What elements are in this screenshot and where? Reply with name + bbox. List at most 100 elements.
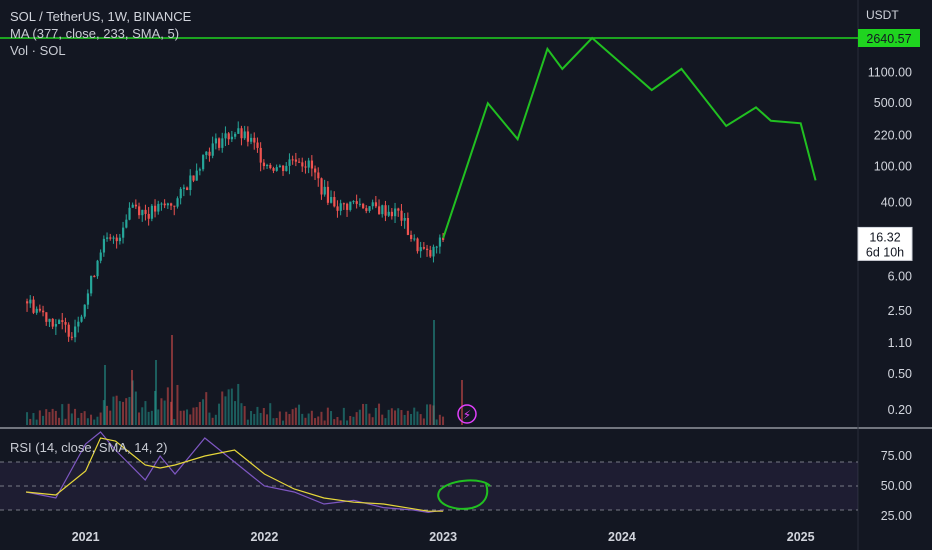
volume-bar bbox=[378, 403, 381, 425]
volume-bar bbox=[224, 396, 227, 425]
candle-body bbox=[378, 206, 381, 215]
candle-body bbox=[429, 250, 432, 257]
candle-body bbox=[278, 165, 282, 168]
candle-body bbox=[352, 201, 355, 203]
volume-bar bbox=[291, 409, 294, 425]
candle-body bbox=[262, 162, 266, 167]
volume-bar bbox=[195, 407, 198, 425]
lightning-badge bbox=[457, 404, 477, 424]
volume-bar bbox=[38, 410, 41, 425]
volume-bar bbox=[438, 414, 441, 425]
candle-body bbox=[355, 201, 358, 204]
volume-bar bbox=[435, 419, 438, 425]
candle-body bbox=[202, 155, 205, 170]
volume-bar bbox=[214, 414, 217, 425]
volume-bar bbox=[86, 418, 89, 425]
price-tick-label: 6.00 bbox=[888, 270, 912, 284]
candle-body bbox=[301, 162, 304, 167]
candle-body bbox=[269, 164, 272, 169]
volume-bar bbox=[403, 414, 406, 425]
current-price-label: 16.32 bbox=[869, 230, 900, 244]
volume-bar bbox=[275, 417, 278, 425]
candle-body bbox=[374, 202, 378, 207]
candle-body bbox=[307, 160, 310, 168]
candle-body bbox=[288, 159, 291, 166]
price-tick-label: 100.00 bbox=[874, 159, 912, 173]
candle-body bbox=[298, 161, 301, 163]
rsi-tick-label: 75.00 bbox=[881, 449, 912, 463]
candle-body bbox=[125, 219, 128, 228]
volume-bar bbox=[333, 419, 336, 425]
volume-bar bbox=[90, 414, 93, 425]
volume-bar bbox=[298, 404, 301, 425]
candle-body bbox=[438, 237, 442, 247]
candle-body bbox=[166, 203, 170, 206]
volume-bar bbox=[218, 403, 221, 425]
year-tick-label: 2025 bbox=[787, 530, 815, 544]
candle-body bbox=[304, 166, 307, 168]
volume-bar bbox=[326, 407, 329, 425]
candle-body bbox=[70, 336, 74, 338]
candle-body bbox=[138, 206, 141, 216]
volume-bar bbox=[410, 413, 413, 425]
candle-body bbox=[48, 318, 51, 322]
candle-body bbox=[317, 172, 320, 179]
volume-bar bbox=[234, 401, 237, 425]
volume-bar bbox=[221, 391, 224, 425]
candle-body bbox=[205, 151, 208, 156]
volume-bar bbox=[294, 407, 297, 425]
candle-body bbox=[102, 238, 106, 253]
volume-bar bbox=[433, 320, 435, 425]
candle-body bbox=[29, 299, 32, 304]
candle-body bbox=[195, 170, 198, 181]
volume-bar bbox=[243, 406, 246, 425]
volume-bar bbox=[358, 409, 361, 425]
candle-body bbox=[346, 203, 349, 210]
volume-bar bbox=[413, 407, 416, 425]
symbol-legend[interactable]: SOL / TetherUS, 1W, BINANCE bbox=[10, 9, 192, 24]
candle-body bbox=[157, 203, 160, 212]
year-tick-label: 2022 bbox=[250, 530, 278, 544]
candle-body bbox=[394, 208, 397, 217]
volume-bar bbox=[419, 414, 422, 425]
volume-bar bbox=[128, 396, 131, 425]
target-price-box bbox=[858, 29, 920, 47]
volume-bar bbox=[429, 404, 432, 425]
candle-body bbox=[42, 310, 45, 313]
candle-body bbox=[294, 159, 298, 162]
candle-body bbox=[147, 213, 150, 219]
price-tick-label: 1100.00 bbox=[868, 65, 912, 79]
candle-body bbox=[342, 203, 346, 205]
volume-bar bbox=[342, 407, 345, 425]
candle-body bbox=[115, 237, 118, 242]
volume-bar bbox=[115, 395, 118, 425]
candle-body bbox=[96, 260, 99, 277]
volume-bar bbox=[301, 413, 304, 425]
candle-body bbox=[323, 186, 326, 195]
candle-body bbox=[189, 175, 192, 191]
candle-body bbox=[422, 247, 426, 249]
candle-body bbox=[368, 206, 371, 211]
ma-legend[interactable]: MA (377, close, 233, SMA, 5) bbox=[10, 26, 180, 41]
candle-body bbox=[26, 301, 29, 304]
candle-body bbox=[198, 169, 202, 171]
volume-bar bbox=[288, 413, 291, 425]
volume-bar bbox=[150, 410, 153, 425]
candle-body bbox=[141, 209, 144, 216]
candle-body bbox=[51, 318, 54, 327]
volume-bar bbox=[32, 413, 35, 425]
volume-bar bbox=[307, 413, 310, 425]
year-tick-label: 2021 bbox=[72, 530, 100, 544]
volume-legend[interactable]: Vol · SOL bbox=[10, 43, 66, 58]
candle-body bbox=[106, 237, 109, 239]
price-tick-label: 0.20 bbox=[888, 403, 912, 417]
candle-body bbox=[365, 208, 368, 211]
volume-bar bbox=[371, 417, 374, 425]
volume-bar bbox=[48, 412, 51, 425]
candle-body bbox=[403, 218, 406, 221]
rsi-legend[interactable]: RSI (14, close, SMA, 14, 2) bbox=[10, 440, 168, 455]
candle-body bbox=[227, 133, 230, 140]
volume-bar bbox=[330, 411, 333, 425]
candle-body bbox=[406, 218, 410, 235]
